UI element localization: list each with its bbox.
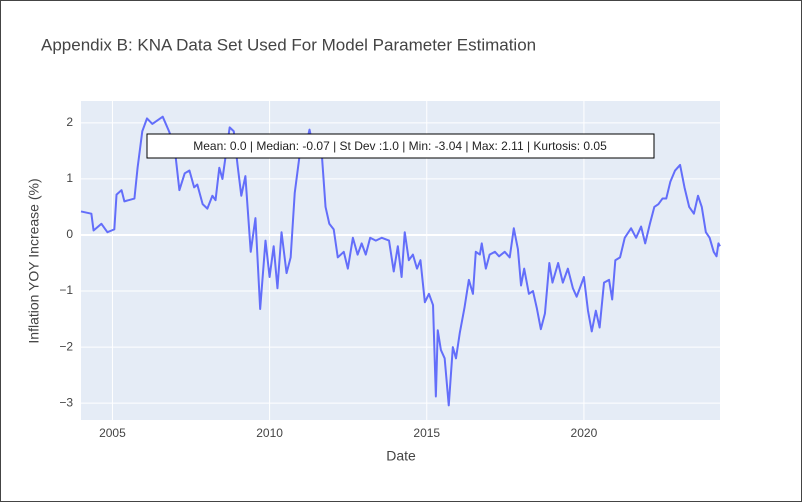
y-axis-title: Inflation YOY Increase (%) — [26, 178, 42, 343]
y-tick-label: −2 — [59, 339, 73, 353]
chart-title: Appendix B: KNA Data Set Used For Model … — [41, 35, 536, 54]
data-line — [80, 115, 721, 407]
marks — [80, 115, 721, 407]
x-tick-label: 2005 — [99, 426, 126, 440]
x-axis-title: Date — [386, 448, 416, 464]
x-tick-label: 2010 — [256, 426, 283, 440]
annotation-box — [146, 133, 655, 159]
y-tick-label: 1 — [66, 171, 73, 185]
annotation: Mean: 0.0 | Median: -0.07 | St Dev :1.0 … — [193, 139, 607, 153]
y-tick-label: 0 — [66, 227, 73, 241]
y-tick-label: −1 — [59, 283, 73, 297]
x-tick-label: 2020 — [571, 426, 598, 440]
x-tick-label: 2015 — [413, 426, 440, 440]
y-tick-label: 2 — [66, 115, 73, 129]
y-tick-label: −3 — [59, 395, 73, 409]
